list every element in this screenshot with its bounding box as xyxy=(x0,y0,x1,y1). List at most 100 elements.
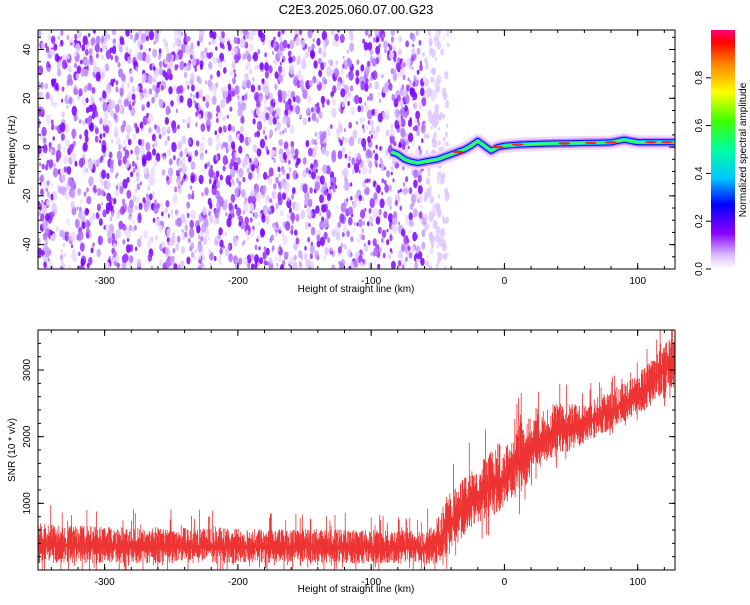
noise-dot xyxy=(329,176,335,187)
noise-dot xyxy=(94,43,100,53)
noise-dot xyxy=(287,89,292,99)
noise-dot xyxy=(420,204,423,209)
noise-dot xyxy=(350,252,353,257)
noise-dot xyxy=(416,47,421,55)
noise-dot xyxy=(293,242,297,251)
noise-dot xyxy=(132,195,137,202)
noise-dot xyxy=(41,163,45,170)
noise-dot xyxy=(316,234,321,242)
noise-dot xyxy=(429,247,434,256)
noise-dot xyxy=(410,193,417,204)
noise-dot xyxy=(46,199,50,207)
noise-dot xyxy=(173,263,178,269)
noise-dot xyxy=(298,30,303,36)
noise-dot xyxy=(50,101,54,107)
noise-dot xyxy=(436,226,441,235)
noise-dot xyxy=(394,108,400,118)
noise-dot xyxy=(288,50,292,56)
noise-dot xyxy=(123,253,129,263)
noise-dot xyxy=(148,127,152,134)
noise-dot xyxy=(162,76,166,83)
noise-dot xyxy=(323,255,326,261)
noise-dot xyxy=(78,230,84,241)
noise-dot xyxy=(134,224,137,231)
noise-dot xyxy=(122,239,126,245)
noise-dot xyxy=(38,107,42,117)
noise-dot xyxy=(146,193,149,199)
noise-dot xyxy=(84,207,89,216)
noise-dot xyxy=(113,112,117,120)
noise-dot xyxy=(332,187,336,193)
figure-title: C2E3.2025.060.07.00.G23 xyxy=(279,2,434,17)
noise-dot xyxy=(361,195,365,202)
noise-dot xyxy=(233,161,239,171)
noise-dot xyxy=(315,138,319,143)
noise-dot xyxy=(246,158,250,164)
noise-dot xyxy=(311,43,315,51)
noise-dot xyxy=(273,157,276,164)
noise-dot xyxy=(275,221,279,228)
noise-dot xyxy=(315,168,318,173)
noise-dot xyxy=(295,37,300,47)
noise-dot xyxy=(430,91,436,102)
noise-dot xyxy=(254,244,258,251)
noise-dot xyxy=(311,170,316,180)
noise-dot xyxy=(316,240,321,248)
noise-dot xyxy=(38,203,43,211)
noise-dot xyxy=(436,208,442,218)
noise-dot xyxy=(210,165,213,169)
noise-dot xyxy=(257,172,261,179)
noise-dot xyxy=(435,83,441,93)
noise-dot xyxy=(116,210,121,219)
noise-dot xyxy=(243,93,248,101)
noise-dot xyxy=(237,106,243,117)
noise-dot xyxy=(110,55,114,61)
noise-dot xyxy=(305,258,311,269)
noise-dot xyxy=(302,117,307,126)
noise-dot xyxy=(288,64,295,75)
noise-dot xyxy=(309,253,313,260)
noise-dot xyxy=(48,211,54,221)
noise-dot xyxy=(390,124,393,129)
noise-dot xyxy=(182,156,186,163)
noise-dot xyxy=(115,255,120,263)
noise-dot xyxy=(270,260,273,265)
noise-dot xyxy=(51,78,55,86)
noise-dot xyxy=(168,167,174,177)
noise-dot xyxy=(360,261,364,268)
noise-dot xyxy=(326,209,331,218)
noise-dot xyxy=(361,138,367,148)
noise-dot xyxy=(369,119,374,128)
noise-dot xyxy=(214,208,220,219)
noise-dot xyxy=(74,33,78,40)
noise-dot xyxy=(109,216,113,222)
noise-dot xyxy=(172,193,178,204)
noise-dot xyxy=(279,36,283,42)
noise-dot xyxy=(342,55,345,60)
noise-dot xyxy=(258,246,261,251)
noise-dot xyxy=(403,235,409,245)
noise-dot xyxy=(67,54,70,60)
noise-dot xyxy=(250,253,255,261)
noise-dot xyxy=(418,211,423,219)
noise-dot xyxy=(436,263,439,269)
noise-dot xyxy=(187,85,190,90)
noise-dot xyxy=(304,246,307,251)
noise-dot xyxy=(251,109,254,115)
noise-dot xyxy=(310,226,316,236)
noise-dot xyxy=(341,101,345,108)
noise-dot xyxy=(247,136,252,144)
noise-dot xyxy=(63,156,67,163)
noise-dot xyxy=(218,258,222,265)
noise-dot xyxy=(102,40,107,49)
noise-dot xyxy=(307,46,312,53)
noise-dot xyxy=(436,41,442,50)
noise-dot xyxy=(349,42,355,52)
noise-dot xyxy=(246,254,252,264)
noise-dot xyxy=(240,125,244,133)
noise-dot xyxy=(218,36,222,41)
noise-dot xyxy=(233,53,240,64)
noise-dot xyxy=(45,188,48,193)
noise-dot xyxy=(428,212,434,222)
